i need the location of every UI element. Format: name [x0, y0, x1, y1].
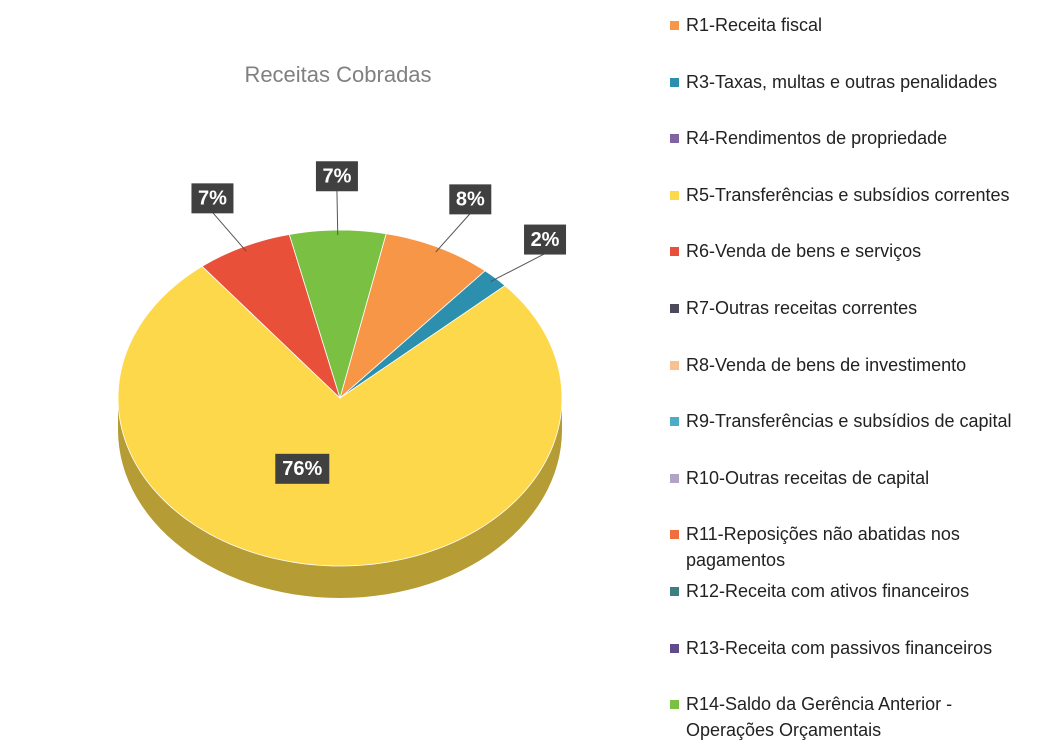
legend-item: R4-Rendimentos de propriedade — [668, 125, 1028, 151]
legend-label: R5-Transferências e subsídios correntes — [686, 184, 1010, 205]
legend-label: R10-Outras receitas de capital — [686, 467, 930, 488]
data-label: 2% — [531, 229, 560, 251]
chart: Receitas Cobradas 8% 2% 76% 7% 7% — [117, 62, 567, 598]
leader-line — [212, 212, 247, 252]
legend-label: R14-Saldo da Gerência Anterior - Operaçõ… — [686, 694, 953, 741]
legend-item: R9-Transferências e subsídios de capital — [668, 408, 1028, 434]
legend-label: R11-Reposições não abatidas nos pagament… — [686, 524, 960, 571]
legend-item: R8-Venda de bens de investimento — [668, 352, 1028, 378]
legend-swatch — [670, 587, 679, 596]
legend-swatch — [670, 417, 679, 427]
legend-swatch — [670, 21, 679, 30]
legend-label: R6-Venda de bens e serviços — [686, 241, 922, 262]
leader-line — [435, 213, 471, 253]
legend-label: R9-Transferências e subsídios de capital — [686, 411, 1012, 432]
legend-swatch — [670, 530, 679, 540]
legend-swatch — [670, 190, 679, 200]
legend-item: R1-Receita fiscal — [668, 12, 1028, 38]
legend-swatch — [670, 304, 679, 313]
legend-item: R3-Taxas, multas e outras penalidades — [668, 69, 1028, 95]
legend-swatch — [670, 77, 679, 87]
legend-label: R8-Venda de bens de investimento — [686, 354, 967, 375]
legend-label: R12-Receita com ativos financeiros — [686, 581, 970, 601]
data-label-box — [449, 184, 492, 215]
legend-label: R3-Taxas, multas e outras penalidades — [686, 71, 998, 92]
legend-item: R11-Reposições não abatidas nos pagament… — [668, 521, 1028, 573]
data-label-box — [275, 453, 330, 484]
legend-swatch — [670, 700, 679, 710]
data-label: 8% — [456, 189, 485, 211]
legend-item: R6-Venda de bens e serviços — [668, 238, 1028, 264]
legend-swatch — [670, 247, 679, 257]
data-label-box — [524, 224, 567, 255]
data-label: 76% — [282, 458, 322, 480]
legend-swatch — [670, 473, 679, 483]
legend-item: R7-Outras receitas correntes — [668, 295, 1028, 321]
legend-swatch — [670, 360, 679, 370]
data-label-box — [191, 183, 234, 214]
legend-swatch — [670, 134, 679, 144]
data-label: 7% — [198, 188, 227, 210]
chart-title: Receitas Cobradas — [244, 62, 431, 87]
leader-line — [336, 190, 339, 236]
legend-label: R1-Receita fiscal — [686, 15, 823, 35]
legend-item: R5-Transferências e subsídios correntes — [668, 182, 1028, 208]
data-label-box — [315, 161, 358, 192]
legend-label: R13-Receita com passivos financeiros — [686, 637, 993, 658]
legend-label: R7-Outras receitas correntes — [686, 298, 918, 318]
pie-slice — [201, 233, 341, 400]
leader-line — [490, 253, 546, 283]
legend-item: R10-Outras receitas de capital — [668, 465, 1028, 491]
pie-slice — [339, 233, 486, 400]
legend-item: R14-Saldo da Gerência Anterior - Operaçõ… — [668, 691, 1028, 743]
legend-swatch — [670, 643, 679, 653]
pie-slice — [117, 265, 563, 567]
data-label: 7% — [322, 166, 351, 188]
legend-item: R13-Receita com passivos financeiros — [668, 635, 1028, 661]
legend-label: R4-Rendimentos de propriedade — [686, 128, 948, 149]
legend-item: R12-Receita com ativos financeiros — [668, 578, 1028, 604]
pie-slice-side — [118, 398, 562, 598]
